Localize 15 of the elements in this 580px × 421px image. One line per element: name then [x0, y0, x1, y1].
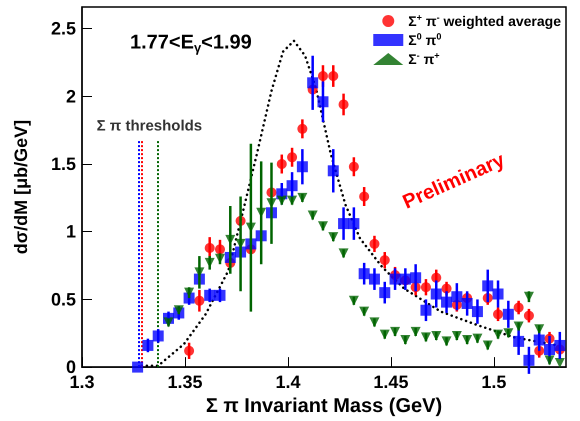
y-tick-label: 0.5 [50, 289, 76, 310]
y-tick-label: 1 [66, 222, 76, 242]
y-tick-label: 2 [66, 86, 76, 106]
y-axis-title: dσ/dM [μb/GeV] [11, 120, 31, 254]
x-tick-label: 1.3 [69, 372, 95, 392]
y-tick-label: 2.5 [50, 18, 76, 39]
x-tick-label: 1.5 [481, 372, 506, 392]
x-axis-title: Σ π Invariant Mass (GeV) [206, 395, 442, 417]
x-tick-label: 1.45 [373, 372, 408, 392]
legend-label: Σ+ π- weighted average [408, 12, 562, 29]
x-tick-label: 1.4 [275, 372, 300, 392]
x-tick-label: 1.35 [167, 372, 202, 392]
annotation: Σ π thresholds [96, 118, 202, 135]
y-tick-label: 1.5 [50, 154, 76, 174]
legend-label: Σ- π+ [408, 50, 440, 67]
